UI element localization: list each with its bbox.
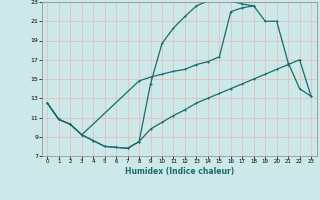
X-axis label: Humidex (Indice chaleur): Humidex (Indice chaleur) bbox=[124, 167, 234, 176]
